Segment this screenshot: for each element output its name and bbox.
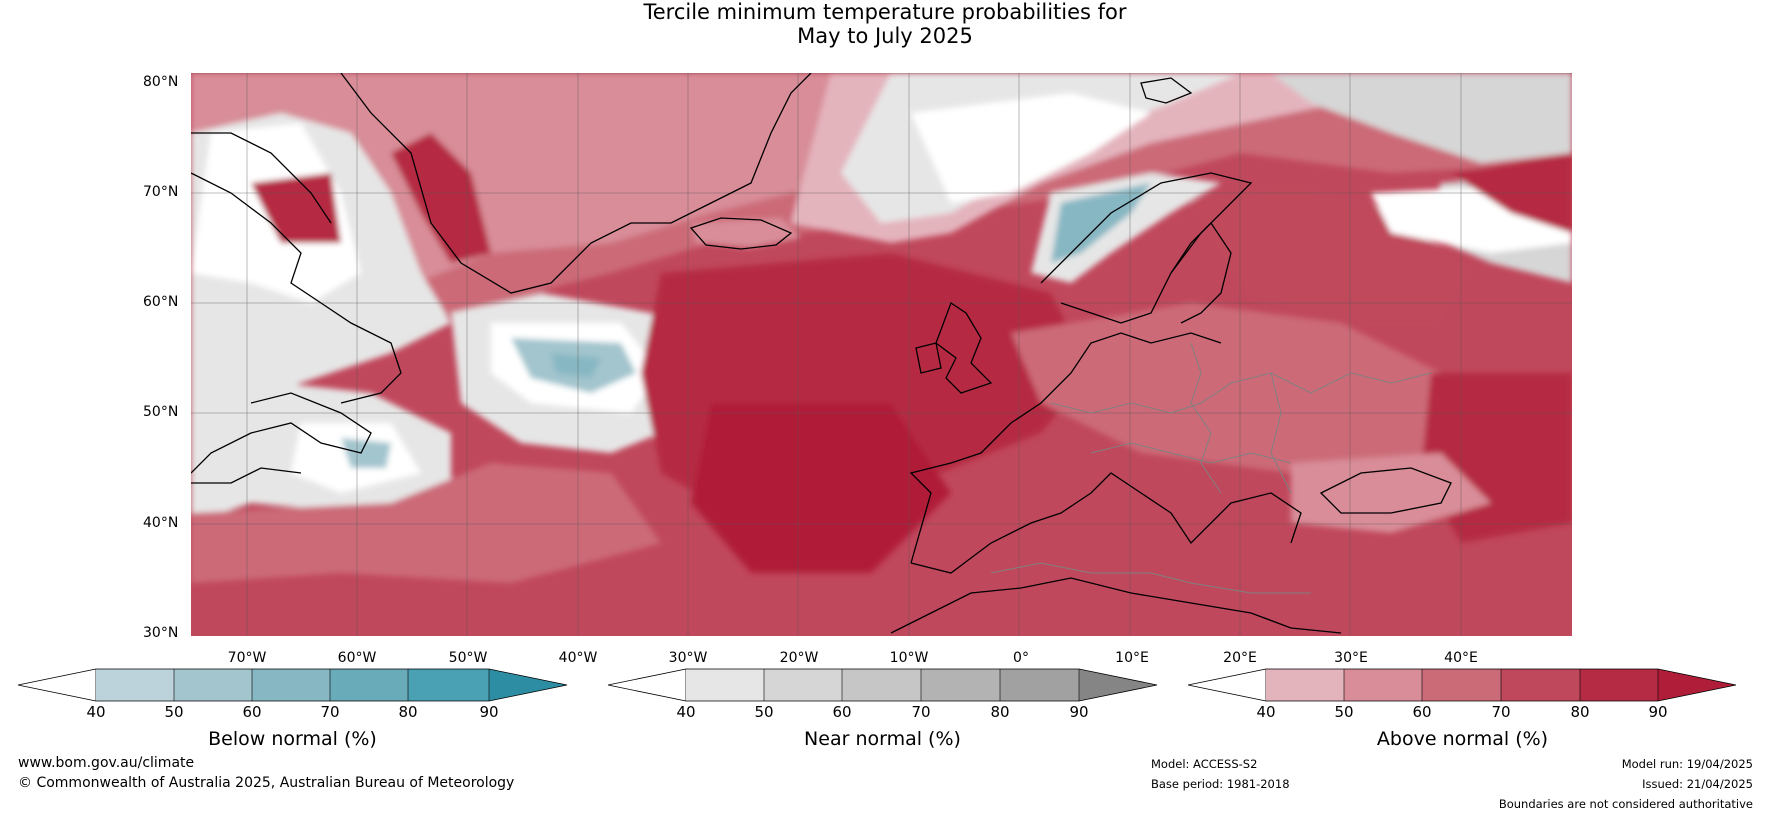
lon-label-50w: 50°W	[448, 650, 488, 666]
above-tick-40: 40	[1256, 703, 1276, 721]
title-line-1: Tercile minimum temperature probabilitie…	[643, 0, 1127, 24]
above-normal-label: Above normal (%)	[1376, 728, 1549, 750]
near-tick-60: 60	[832, 703, 852, 721]
near-tick-50: 50	[754, 703, 774, 721]
above-tick-60: 60	[1412, 703, 1432, 721]
title-line-2: May to July 2025	[797, 24, 973, 48]
footer-url: www.bom.gov.au/climate	[18, 755, 195, 771]
near-tick-80: 80	[990, 703, 1010, 721]
lon-label-40w: 40°W	[558, 650, 598, 666]
lon-label-40e: 40°E	[1444, 650, 1478, 666]
colorbars	[17, 668, 1737, 702]
below-normal-label: Below normal (%)	[208, 728, 377, 750]
colorbar-below-normal	[17, 668, 568, 702]
lat-label-50n: 50°N	[143, 404, 179, 420]
graticule	[191, 73, 1572, 636]
footer-model: Model: ACCESS-S2	[1151, 757, 1258, 771]
near-normal-label: Near normal (%)	[804, 728, 961, 750]
lat-label-80n: 80°N	[143, 74, 179, 90]
lat-label-70n: 70°N	[143, 184, 179, 200]
lon-label-20e: 20°E	[1223, 650, 1257, 666]
lon-label-10w: 10°W	[889, 650, 929, 666]
lon-label-10e: 10°E	[1115, 650, 1149, 666]
lon-label-30w: 30°W	[668, 650, 708, 666]
below-tick-90: 90	[479, 703, 499, 721]
near-tick-90: 90	[1069, 703, 1089, 721]
below-tick-50: 50	[164, 703, 184, 721]
lon-label-20w: 20°W	[779, 650, 819, 666]
colorbar-above-normal	[1187, 668, 1737, 702]
probability-map	[191, 73, 1572, 636]
lon-label-30e: 30°E	[1334, 650, 1368, 666]
above-tick-80: 80	[1570, 703, 1590, 721]
above-tick-90: 90	[1648, 703, 1668, 721]
footer-disclaimer: Boundaries are not considered authoritat…	[1498, 797, 1753, 811]
chart-title: Tercile minimum temperature probabilitie…	[0, 0, 1770, 48]
lat-label-30n: 30°N	[143, 625, 179, 641]
lat-label-40n: 40°N	[143, 515, 179, 531]
near-tick-70: 70	[911, 703, 931, 721]
map-svg	[191, 73, 1572, 636]
borders	[990, 342, 1432, 594]
footer-copyright: © Commonwealth of Australia 2025, Austra…	[18, 775, 515, 791]
coastlines	[191, 73, 1452, 634]
colorbar-near-normal	[607, 668, 1158, 702]
below-tick-40: 40	[86, 703, 106, 721]
below-tick-60: 60	[242, 703, 262, 721]
above-tick-50: 50	[1334, 703, 1354, 721]
below-tick-80: 80	[398, 703, 418, 721]
footer-base-period: Base period: 1981-2018	[1151, 777, 1290, 791]
footer-model-run: Model run: 19/04/2025	[1621, 757, 1753, 771]
lon-label-70w: 70°W	[227, 650, 267, 666]
above-tick-70: 70	[1491, 703, 1511, 721]
below-tick-70: 70	[320, 703, 340, 721]
shading-layer	[191, 73, 1572, 583]
lat-label-60n: 60°N	[143, 294, 179, 310]
lon-label-60w: 60°W	[337, 650, 377, 666]
lon-label-0: 0°	[1013, 650, 1029, 666]
footer-issued: Issued: 21/04/2025	[1642, 777, 1753, 791]
near-tick-40: 40	[676, 703, 696, 721]
